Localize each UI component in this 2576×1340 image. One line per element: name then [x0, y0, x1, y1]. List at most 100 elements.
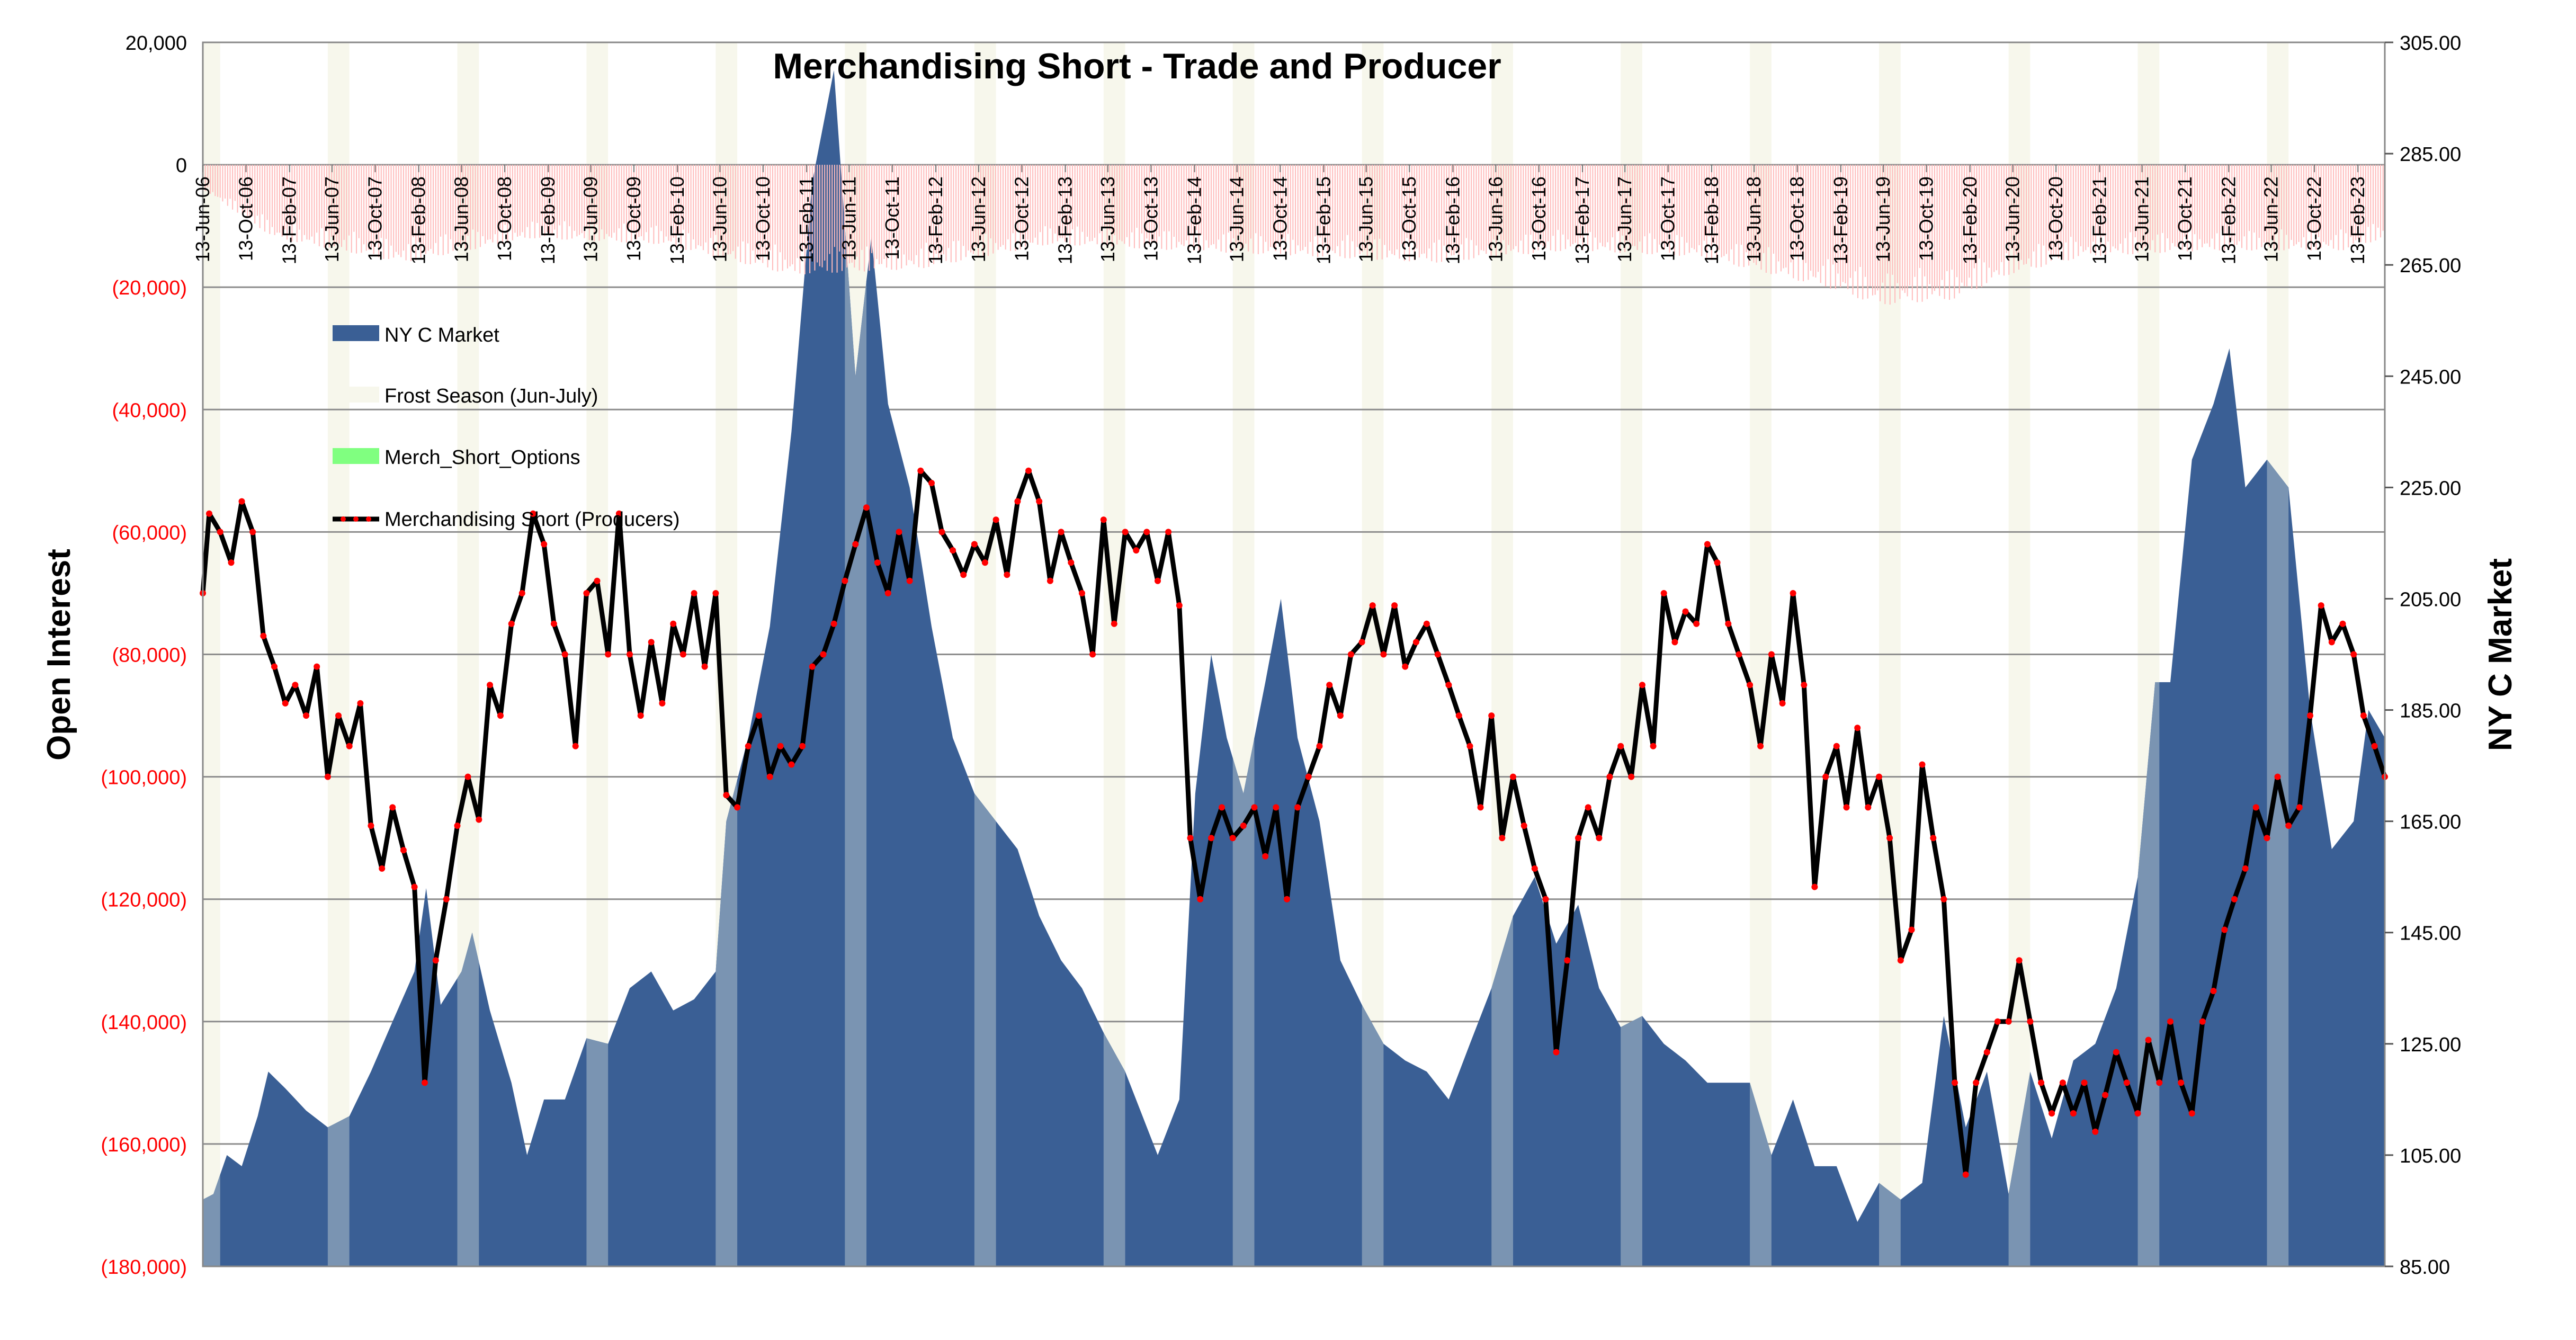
- producer-point: [594, 577, 601, 584]
- producer-point: [2318, 602, 2324, 609]
- x-tick-label: 13-Jun-07: [321, 176, 343, 262]
- x-tick-label: 13-Feb-09: [537, 176, 559, 264]
- producer-point: [1564, 957, 1571, 964]
- x-tick-label: 13-Oct-13: [1140, 176, 1161, 261]
- producer-point: [217, 529, 223, 535]
- right-tick-label: 125.00: [2400, 1034, 2461, 1056]
- producer-point: [938, 529, 945, 535]
- x-tick-label: 13-Oct-06: [235, 176, 257, 261]
- legend: NY C Market Frost Season (Jun-July) Merc…: [333, 324, 680, 531]
- producer-point: [1531, 865, 1538, 872]
- x-tick-label: 13-Feb-21: [2088, 176, 2110, 264]
- producer-point: [550, 620, 557, 627]
- producer-point: [820, 651, 827, 658]
- x-tick-label: 13-Jun-06: [192, 176, 213, 262]
- producer-point: [615, 510, 622, 517]
- x-tick-label: 13-Oct-22: [2303, 176, 2325, 261]
- producer-point: [1757, 743, 1764, 749]
- producer-point: [1854, 725, 1861, 731]
- producer-point: [2296, 804, 2303, 811]
- x-tick-label: 13-Jun-08: [451, 176, 472, 262]
- producer-point: [1628, 773, 1635, 780]
- producer-point: [1660, 590, 1667, 596]
- x-tick-label: 13-Feb-17: [1571, 176, 1593, 264]
- producer-point: [1294, 804, 1301, 811]
- producer-point: [1143, 529, 1150, 535]
- producer-point: [1219, 804, 1225, 811]
- producer-point: [1639, 682, 1645, 689]
- legend-swatch-options: [333, 448, 379, 464]
- producer-point: [1262, 853, 1269, 860]
- producer-point: [1133, 547, 1140, 554]
- chart-title: Merchandising Short - Trade and Producer: [773, 46, 1501, 86]
- producer-point: [1790, 590, 1796, 596]
- x-tick-label: 13-Oct-19: [1916, 176, 1937, 261]
- producer-point: [981, 559, 988, 566]
- producer-point: [960, 571, 967, 578]
- producer-point: [1542, 896, 1549, 903]
- producer-point: [2285, 823, 2292, 829]
- x-tick-label: 13-Feb-14: [1184, 176, 1205, 264]
- x-tick-label: 13-Feb-07: [279, 176, 300, 264]
- x-tick-label: 13-Feb-23: [2347, 176, 2368, 264]
- left-tick-label: (100,000): [101, 767, 187, 789]
- producer-point: [1617, 743, 1624, 749]
- producer-point: [411, 883, 418, 890]
- x-tick-label: 13-Feb-16: [1442, 176, 1463, 264]
- producer-point: [1897, 957, 1904, 964]
- producer-point: [605, 651, 612, 658]
- producer-point: [206, 510, 212, 517]
- left-tick-label: (140,000): [101, 1012, 187, 1034]
- producer-point: [292, 682, 299, 689]
- x-tick-label: 13-Oct-10: [752, 176, 774, 261]
- producer-point: [1962, 1171, 1969, 1178]
- right-tick-label: 305.00: [2400, 32, 2461, 55]
- producer-point: [2328, 639, 2335, 646]
- x-tick-label: 13-Feb-20: [1959, 176, 1981, 264]
- x-tick-label: 13-Jun-10: [709, 176, 730, 262]
- producer-point: [1100, 516, 1107, 523]
- x-tick-label: 13-Jun-22: [2260, 176, 2282, 262]
- x-tick-label: 13-Jun-21: [2131, 176, 2153, 262]
- x-tick-label: 13-Jun-14: [1226, 176, 1248, 262]
- producer-point: [863, 504, 870, 511]
- x-tick-label: 13-Oct-12: [1010, 176, 1032, 261]
- producer-point: [476, 816, 482, 823]
- x-tick-label: 13-Jun-18: [1743, 176, 1765, 262]
- x-tick-label: 13-Feb-11: [795, 176, 817, 263]
- producer-point: [2016, 957, 2023, 964]
- x-tick-label: 13-Oct-20: [2045, 176, 2067, 261]
- left-tick-label: (60,000): [112, 522, 187, 544]
- producer-point: [842, 577, 848, 584]
- right-tick-label: 185.00: [2400, 700, 2461, 722]
- x-tick-label: 13-Feb-10: [666, 176, 688, 264]
- producer-point: [1585, 804, 1591, 811]
- producer-point: [755, 712, 762, 719]
- producer-point: [2070, 1110, 2077, 1117]
- right-tick-label: 165.00: [2400, 811, 2461, 834]
- right-axis-title: NY C Market: [2482, 558, 2519, 751]
- producer-point: [282, 700, 289, 707]
- producer-point: [1822, 773, 1829, 780]
- legend-marker-producers-1: [341, 516, 346, 522]
- producer-point: [1316, 743, 1323, 749]
- producer-point: [1747, 682, 1754, 689]
- legend-marker-producers-2: [353, 516, 359, 522]
- producer-point: [1811, 883, 1818, 890]
- producer-point: [2113, 1049, 2119, 1056]
- producer-point: [1197, 896, 1204, 903]
- producer-point: [1445, 682, 1452, 689]
- producer-point: [723, 792, 730, 799]
- producer-point: [1596, 835, 1603, 842]
- left-axis-ticks: 20,000 0 (20,000) (40,000) (60,000) (80,000) (…: [101, 32, 187, 1279]
- producer-point: [2360, 712, 2367, 719]
- producer-point: [1391, 602, 1398, 609]
- producer-point: [2350, 651, 2357, 658]
- producer-point: [1919, 761, 1926, 768]
- producer-point: [357, 700, 364, 707]
- producer-point: [238, 498, 245, 505]
- left-axis-title: Open Interest: [41, 549, 77, 761]
- producer-point: [2274, 773, 2281, 780]
- producer-point: [1983, 1049, 1990, 1056]
